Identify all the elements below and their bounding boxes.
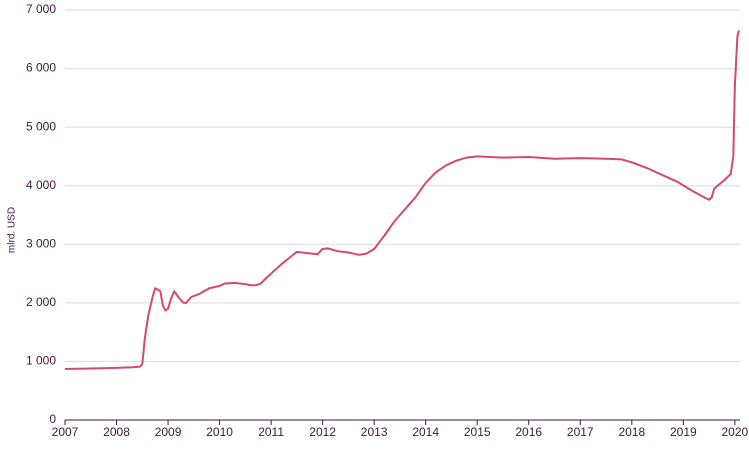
y-tick-label: 6 000 xyxy=(26,61,56,75)
data-line xyxy=(64,30,740,371)
y-tick-label: 3 000 xyxy=(26,236,56,250)
y-tick-label: 0 xyxy=(49,412,56,426)
x-tick-label: 2013 xyxy=(361,425,388,439)
x-tick-label: 2010 xyxy=(206,425,233,439)
x-tick-label: 2014 xyxy=(412,425,439,439)
x-tick-label: 2011 xyxy=(258,425,284,439)
y-tick-label: 7 000 xyxy=(26,2,56,16)
x-tick-label: 2008 xyxy=(103,425,130,439)
x-tick-label: 2018 xyxy=(618,425,645,439)
x-tick-label: 2007 xyxy=(52,425,79,439)
y-tick-label: 5 000 xyxy=(26,119,56,133)
x-tick-label: 2016 xyxy=(515,425,542,439)
y-tick-label: 2 000 xyxy=(26,295,56,309)
x-tick-label: 2015 xyxy=(464,425,491,439)
x-tick-label: 2012 xyxy=(309,425,336,439)
y-tick-label: 1 000 xyxy=(26,354,56,368)
x-tick-label: 2017 xyxy=(567,425,594,439)
x-tick-label: 2020 xyxy=(721,425,748,439)
y-tick-label: 4 000 xyxy=(26,178,56,192)
x-tick-label: 2019 xyxy=(670,425,697,439)
x-tick-label: 2009 xyxy=(155,425,182,439)
y-axis-title: mlrd. USD xyxy=(7,207,18,253)
